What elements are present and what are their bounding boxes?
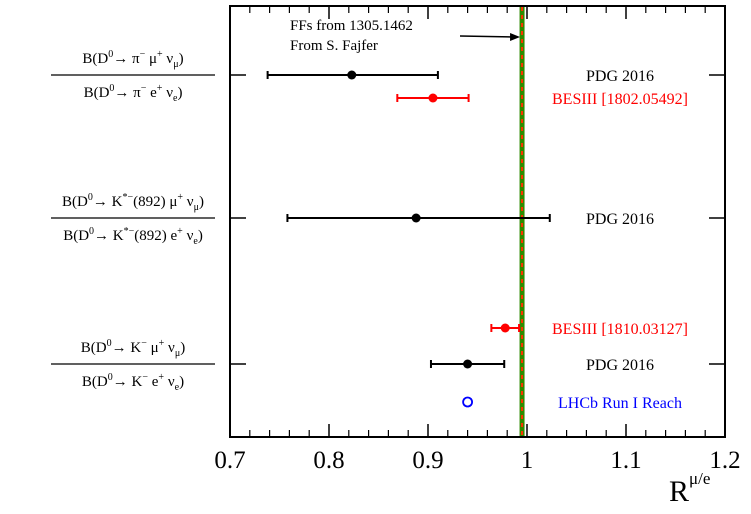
x-tick-label: 0.7 [214,447,245,474]
data-point [428,93,438,103]
row-labels: B(D0→ π− μ+ νμ) B(D0→ π− e+ νe) B(D0→ K*−(… [51,49,215,393]
data-point [500,323,510,333]
data-point [347,70,357,80]
measurement-label: BESIII [1810.03127] [552,321,688,338]
reference-annotation-arrow [459,35,515,38]
x-tick-label: 0.8 [313,447,344,474]
x-axis: 0.7 0.8 0.9 1 1.1 1.2Rμ/e [214,6,741,508]
reference-annotation-arrowhead [510,33,521,41]
data-point [462,396,474,408]
chart-marks [266,7,551,436]
reference-annotation-line2: From S. Fajfer [290,38,378,54]
x-axis-title: Rμ/e [669,469,710,508]
reference-annotation-line1: FFs from 1305.1462 [290,18,413,34]
ratio-denominator: B(D0→ K*−(892) e+ νe) [63,226,203,247]
data-point [463,359,473,369]
plot-frame [229,5,726,438]
ratio-denominator: B(D0→ K− e+ νe) [82,372,184,393]
x-tick-label: 1.2 [709,447,740,474]
x-tick-label: 1.1 [610,447,641,474]
x-tick-label: 1 [521,447,534,474]
x-tick-label: 0.9 [412,447,443,474]
ratio-numerator: B(D0→ K*−(892) μ+ νμ) [62,192,204,213]
measurement-label: PDG 2016 [586,211,654,228]
measurement-label: PDG 2016 [586,68,654,85]
annotations: FFs from 1305.1462 From S. Fajfer PDG 2016… [290,18,688,412]
ratio-denominator: B(D0→ π− e+ νe) [84,83,183,104]
measurement-label: BESIII [1802.05492] [552,91,688,108]
measurement-label: PDG 2016 [586,357,654,374]
measurement-label: LHCb Run I Reach [558,395,682,412]
ratio-numerator: B(D0→ K− μ+ νμ) [81,338,185,359]
ratio-numerator: B(D0→ π− μ+ νμ) [82,49,183,70]
data-point [411,213,421,223]
plot-frame-rect [229,5,726,438]
